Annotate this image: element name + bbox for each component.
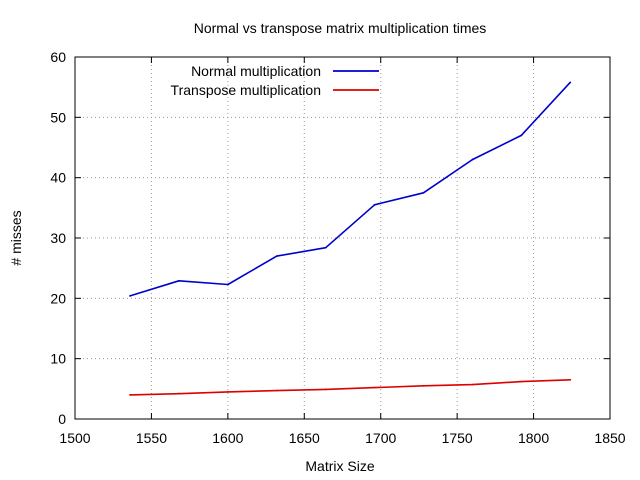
x-axis-label: Matrix Size <box>305 458 374 474</box>
x-tick-label: 1650 <box>289 430 320 446</box>
legend-label: Transpose multiplication <box>171 82 321 98</box>
x-tick-label: 1850 <box>594 430 625 446</box>
data-point <box>422 191 425 194</box>
series-line-normal-multiplication <box>129 81 571 297</box>
data-point <box>373 386 376 389</box>
data-point <box>569 81 572 84</box>
axis-ticks: 0 10 20 30 40 50 60 1500 1550 1600 1650 1700 1750 180… <box>50 49 625 446</box>
data-point <box>422 384 425 387</box>
x-tick-label: 1600 <box>212 430 243 446</box>
y-tick-label: 50 <box>50 109 66 125</box>
chart-title: Normal vs transpose matrix multiplicatio… <box>194 20 487 36</box>
data-point <box>373 203 376 206</box>
y-tick-label: 60 <box>50 49 66 65</box>
y-tick-label: 30 <box>50 230 66 246</box>
legend: Normal multiplication Transpose multiplic… <box>171 63 379 98</box>
data-point <box>178 279 180 282</box>
x-tick-label: 1800 <box>518 430 549 446</box>
data-point <box>324 388 327 391</box>
data-point <box>324 246 327 249</box>
legend-label: Normal multiplication <box>191 63 321 79</box>
y-tick-label: 0 <box>58 411 66 427</box>
data-point <box>129 295 131 297</box>
data-point <box>178 392 180 395</box>
x-tick-label: 1550 <box>136 430 167 446</box>
series-line-transpose-multiplication <box>129 379 571 396</box>
series <box>129 81 572 396</box>
y-axis-label: # misses <box>8 210 24 265</box>
y-tick-label: 20 <box>50 290 66 306</box>
data-point <box>569 378 572 381</box>
x-tick-label: 1500 <box>59 430 90 446</box>
y-tick-label: 10 <box>50 351 66 367</box>
data-point <box>471 158 474 161</box>
data-point <box>520 134 523 137</box>
data-point <box>275 255 278 257</box>
data-point <box>226 390 229 393</box>
x-tick-label: 1750 <box>442 430 473 446</box>
grid <box>75 57 610 419</box>
x-tick-label: 1700 <box>365 430 396 446</box>
data-point <box>129 393 131 396</box>
data-point <box>275 389 278 392</box>
data-point <box>520 380 523 383</box>
data-point <box>471 383 474 386</box>
data-point <box>226 283 229 286</box>
y-tick-label: 40 <box>50 170 66 186</box>
